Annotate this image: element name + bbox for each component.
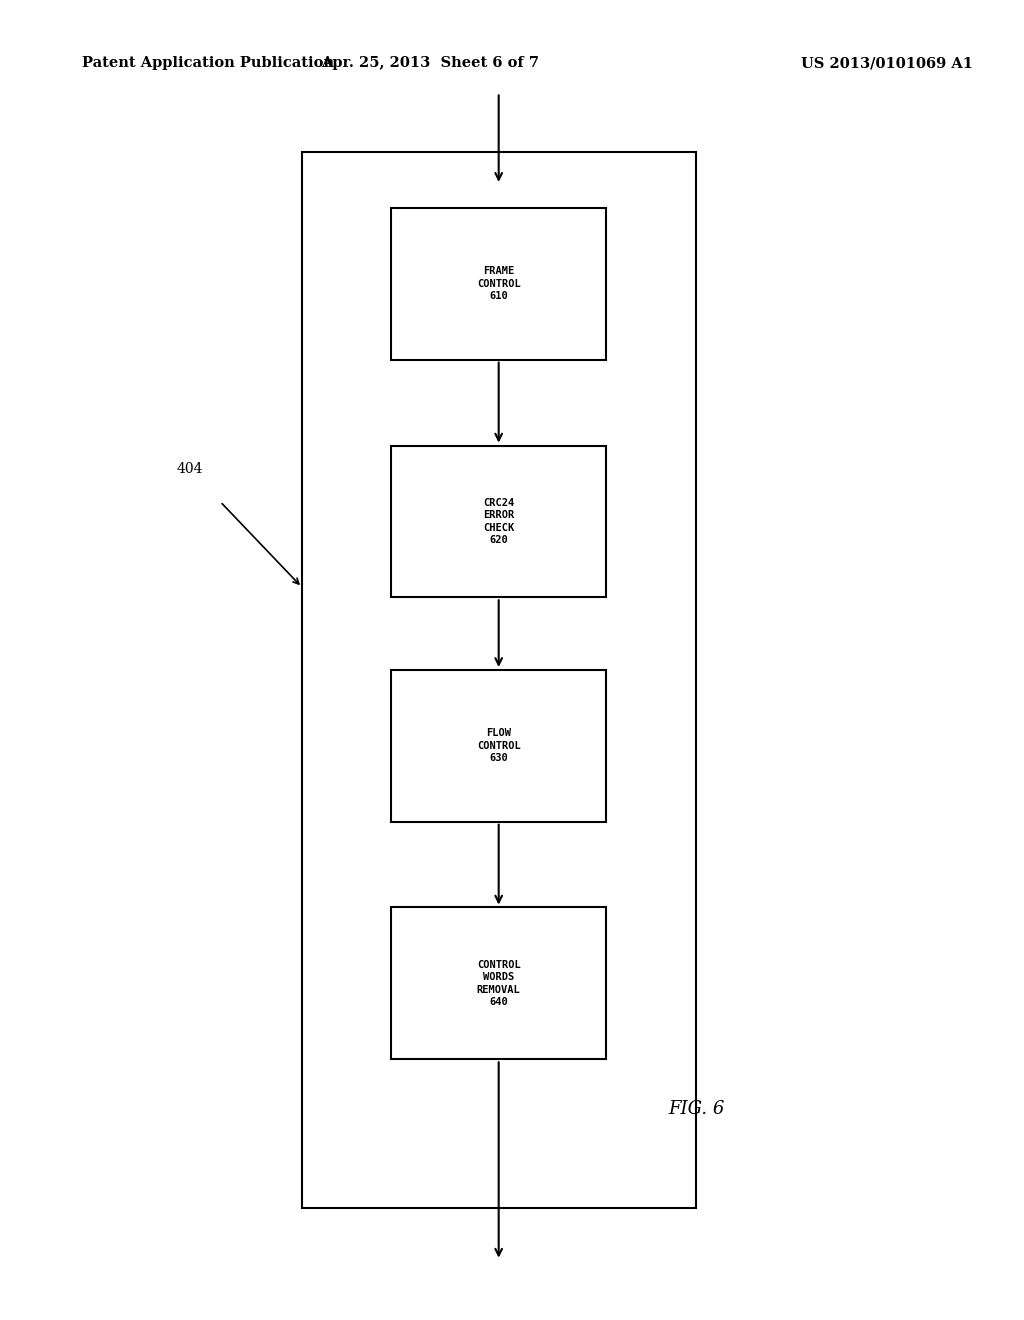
Text: Patent Application Publication: Patent Application Publication [82, 57, 334, 70]
Bar [391, 669, 606, 821]
Bar [302, 152, 696, 1208]
Text: CONTROL
WORDS
REMOVAL
640: CONTROL WORDS REMOVAL 640 [477, 960, 520, 1007]
Bar [391, 209, 606, 360]
Bar [391, 907, 606, 1059]
Text: FRAME
CONTROL
610: FRAME CONTROL 610 [477, 267, 520, 301]
Text: FLOW
CONTROL
630: FLOW CONTROL 630 [477, 729, 520, 763]
Bar [391, 446, 606, 597]
Text: US 2013/0101069 A1: US 2013/0101069 A1 [801, 57, 973, 70]
Text: 404: 404 [176, 462, 203, 475]
Text: Apr. 25, 2013  Sheet 6 of 7: Apr. 25, 2013 Sheet 6 of 7 [322, 57, 539, 70]
Text: CRC24
ERROR
CHECK
620: CRC24 ERROR CHECK 620 [483, 498, 514, 545]
Text: FIG. 6: FIG. 6 [668, 1100, 725, 1118]
